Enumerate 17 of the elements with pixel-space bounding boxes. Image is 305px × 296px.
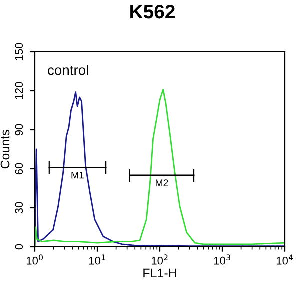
x-tick-label: 10$^{0}$ bbox=[26, 254, 44, 265]
x-tick-label: 10$^{1}$ bbox=[89, 254, 106, 265]
x-axis-title: FL1-H bbox=[144, 268, 176, 278]
series-label: M1 bbox=[72, 172, 84, 179]
y-tick-label: 0 bbox=[15, 244, 24, 250]
x-tick-label: 10$^{2}$ bbox=[152, 254, 168, 265]
chart-title: K562 bbox=[130, 4, 175, 19]
y-tick-label: 30 bbox=[15, 202, 24, 214]
x-tick-label: 10$^{3}$ bbox=[214, 254, 230, 265]
y-tick-label: 150 bbox=[15, 43, 24, 60]
y-axis-title: Counts bbox=[0, 130, 10, 169]
series-label: M2 bbox=[156, 180, 168, 186]
y-tick-label: 120 bbox=[15, 82, 24, 100]
y-tick-label: 60 bbox=[15, 163, 24, 175]
x-tick-label: 10$^{4}$ bbox=[276, 254, 294, 265]
y-tick-label: 90 bbox=[15, 124, 24, 136]
annotation: control bbox=[48, 65, 88, 76]
